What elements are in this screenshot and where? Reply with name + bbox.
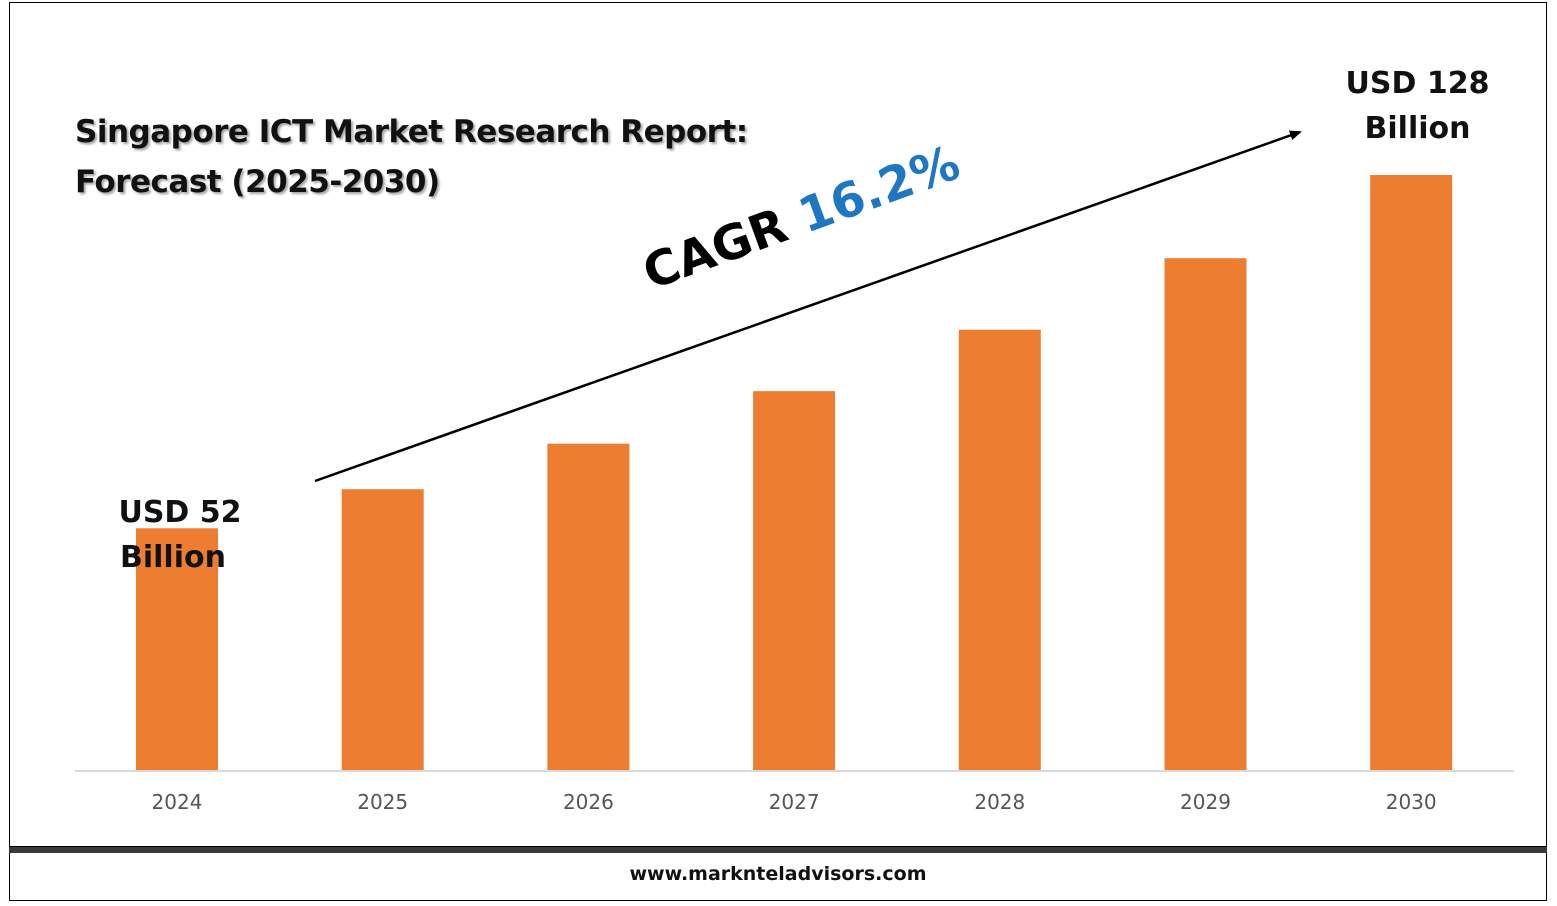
x-tick-label-2028: 2028 (974, 790, 1025, 814)
x-tick-label-2025: 2025 (357, 790, 408, 814)
footer: www.marknteladvisors.com (9, 853, 1547, 901)
chart-title-line-1: Singapore ICT Market Research Report: (75, 114, 748, 150)
cagr-arrow (314, 130, 1302, 483)
x-tick-label-2026: 2026 (563, 790, 614, 814)
footer-url: www.marknteladvisors.com (629, 863, 927, 885)
chart-title: Singapore ICT Market Research Report: Fo… (75, 107, 748, 207)
bars (136, 175, 1453, 770)
chart-title-line-2: Forecast (2025-2030) (75, 164, 440, 200)
x-tick-label-2030: 2030 (1386, 790, 1437, 814)
bar-2028 (958, 329, 1041, 770)
bar-2025 (341, 489, 424, 770)
x-tick-label-2027: 2027 (769, 790, 820, 814)
bar-2026 (547, 443, 630, 770)
start-value-amount: USD 52 (118, 495, 242, 530)
bar-2029 (1164, 258, 1247, 770)
footer-divider (9, 847, 1547, 853)
end-value-amount: USD 128 (1345, 66, 1490, 101)
bar-2030 (1370, 175, 1453, 770)
bar-2024 (136, 528, 218, 770)
end-value-unit: Billion (1364, 111, 1471, 146)
x-axis-ticks: 2024 2025 2026 2027 2028 2029 2030 (152, 790, 1437, 814)
x-tick-label-2029: 2029 (1180, 790, 1231, 814)
end-value-label: USD 128 Billion (1340, 61, 1495, 151)
x-tick-label-2024: 2024 (152, 790, 203, 814)
start-value-unit: Billion (120, 540, 226, 575)
start-value-label: USD 52 Billion (110, 490, 250, 580)
bar-2027 (753, 391, 836, 770)
